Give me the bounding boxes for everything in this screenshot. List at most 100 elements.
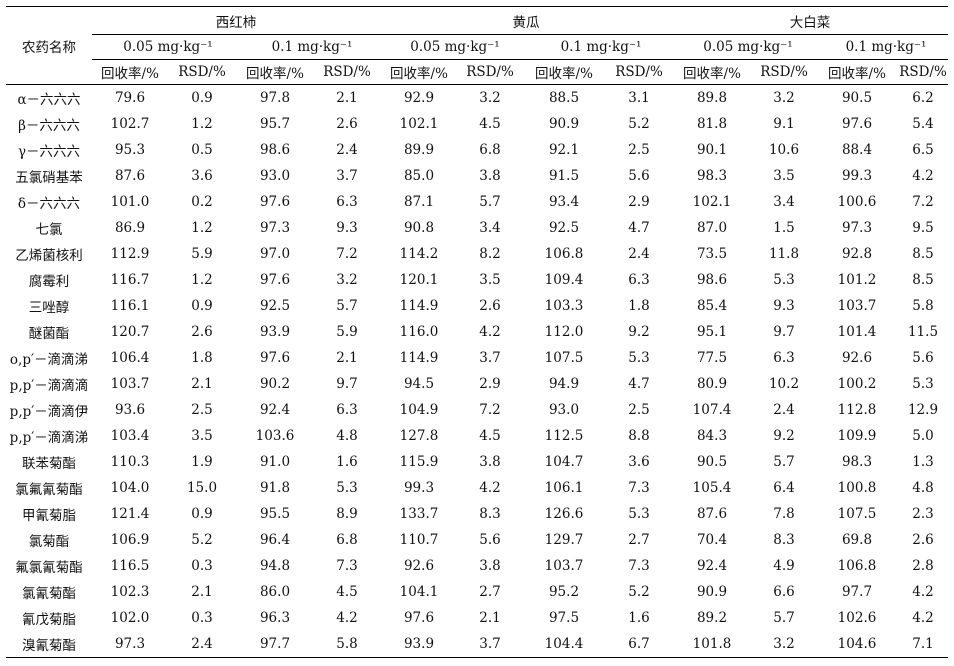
rsd-cell: 5.9 bbox=[336, 324, 358, 340]
rsd-cell: 2.4 bbox=[628, 246, 650, 262]
recovery-cell: 120.7 bbox=[110, 324, 150, 340]
recovery-cell: 92.5 bbox=[259, 298, 291, 314]
pesticide-name-cell: 五氯硝基苯 bbox=[15, 170, 83, 186]
rsd-cell: 2.6 bbox=[912, 532, 934, 548]
rsd-cell: 5.8 bbox=[912, 298, 934, 314]
recovery-cell: 95.3 bbox=[114, 142, 146, 158]
rsd-cell: 4.2 bbox=[912, 168, 934, 184]
rsd-cell: 2.9 bbox=[628, 194, 650, 210]
rsd-cell: 6.2 bbox=[912, 90, 934, 106]
recovery-cell: 99.3 bbox=[841, 168, 873, 184]
recovery-subheader: 回收率/% bbox=[672, 59, 752, 85]
recovery-cell: 97.5 bbox=[548, 610, 580, 626]
table-row: 甲氰菊脂 121.4 0.9 95.5 8.9 133.7 8.3 126.6 5.3 87.6 7… bbox=[6, 501, 948, 527]
recovery-subheader: 回收率/% bbox=[236, 59, 314, 85]
table-row: o,p′－滴滴涕 106.4 1.8 97.6 2.1 114.9 3.7 107.5 5.3 7… bbox=[6, 345, 948, 371]
rsd-subheader: RSD/% bbox=[898, 59, 948, 85]
pesticide-name-cell: 氯氰菊酯 bbox=[22, 586, 76, 602]
rsd-cell: 2.5 bbox=[191, 402, 213, 418]
pesticide-name-cell: 氟氯氰菊酯 bbox=[15, 560, 83, 576]
recovery-cell: 100.8 bbox=[837, 480, 877, 496]
rsd-cell: 12.9 bbox=[907, 402, 939, 418]
rsd-cell: 2.5 bbox=[628, 142, 650, 158]
rsd-cell: 3.1 bbox=[628, 90, 650, 106]
recovery-cell: 115.9 bbox=[399, 454, 439, 470]
rsd-cell: 3.6 bbox=[191, 168, 213, 184]
recovery-cell: 102.3 bbox=[110, 584, 150, 600]
rsd-cell: 2.7 bbox=[479, 584, 501, 600]
crop-header-cabbage: 大白菜 bbox=[672, 6, 948, 35]
pesticide-name-cell: 三唑醇 bbox=[28, 300, 70, 316]
recovery-cell: 104.6 bbox=[816, 631, 898, 658]
rsd-cell: 3.5 bbox=[479, 272, 501, 288]
pesticide-name-cell: γ－六六六 bbox=[17, 144, 81, 160]
recovery-cell: 112.8 bbox=[837, 402, 877, 418]
rsd-cell: 9.3 bbox=[336, 220, 358, 236]
rsd-cell: 3.5 bbox=[191, 428, 213, 444]
pesticide-name-header: 农药名称 bbox=[6, 6, 92, 85]
rsd-cell: 2.1 bbox=[479, 610, 501, 626]
table-row: 五氯硝基苯 87.6 3.6 93.0 3.7 85.0 3.8 91.5 5.6 98.3 3.5… bbox=[6, 163, 948, 189]
recovery-cell: 106.8 bbox=[837, 558, 877, 574]
rsd-cell: 4.7 bbox=[628, 376, 650, 392]
rsd-subheader: RSD/% bbox=[458, 59, 522, 85]
rsd-cell: 0.3 bbox=[191, 558, 213, 574]
recovery-cell: 98.6 bbox=[696, 272, 728, 288]
rsd-cell: 1.8 bbox=[628, 298, 650, 314]
rsd-cell: 5.7 bbox=[773, 454, 795, 470]
rsd-cell: 15.0 bbox=[186, 480, 218, 496]
pesticide-name-cell: 氯氟氰菊酯 bbox=[15, 482, 83, 498]
recovery-cell: 101.4 bbox=[837, 324, 877, 340]
rsd-cell: 9.5 bbox=[912, 220, 934, 236]
rsd-cell: 4.5 bbox=[479, 428, 501, 444]
recovery-cell: 97.6 bbox=[403, 610, 435, 626]
rsd-cell: 2.6 bbox=[479, 298, 501, 314]
table-row: p,p′－滴滴滴 103.7 2.1 90.2 9.7 94.5 2.9 94.9 4.7 80.… bbox=[6, 371, 948, 397]
table-row: 醚菌酯 120.7 2.6 93.9 5.9 116.0 4.2 112.0 9.2 95.1 9.… bbox=[6, 319, 948, 345]
rsd-cell: 6.3 bbox=[336, 194, 358, 210]
recovery-cell: 121.4 bbox=[110, 506, 150, 522]
recovery-cell: 106.4 bbox=[110, 350, 150, 366]
recovery-cell: 99.3 bbox=[403, 480, 435, 496]
level-header: 0.1 mg·kg⁻¹ bbox=[522, 34, 672, 60]
recovery-cell: 90.9 bbox=[548, 116, 580, 132]
rsd-cell: 6.3 bbox=[336, 402, 358, 418]
recovery-cell: 97.3 bbox=[841, 220, 873, 236]
recovery-cell: 116.0 bbox=[399, 324, 439, 340]
rsd-cell: 10.2 bbox=[768, 376, 800, 392]
recovery-cell: 91.5 bbox=[548, 168, 580, 184]
recovery-cell: 101.0 bbox=[110, 194, 150, 210]
recovery-cell: 116.7 bbox=[110, 272, 150, 288]
rsd-cell: 4.2 bbox=[479, 324, 501, 340]
rsd-cell: 4.2 bbox=[336, 610, 358, 626]
recovery-cell: 93.4 bbox=[548, 194, 580, 210]
recovery-cell: 97.8 bbox=[259, 90, 291, 106]
recovery-cell: 109.9 bbox=[837, 428, 877, 444]
rsd-cell: 9.1 bbox=[773, 116, 795, 132]
rsd-cell: 2.3 bbox=[912, 506, 934, 522]
recovery-cell: 97.3 bbox=[92, 631, 168, 658]
recovery-cell: 116.5 bbox=[110, 558, 150, 574]
recovery-cell: 92.8 bbox=[841, 246, 873, 262]
rsd-cell: 5.7 bbox=[479, 194, 501, 210]
rsd-cell: 6.7 bbox=[606, 631, 672, 658]
pesticide-name-cell: 腐霉利 bbox=[28, 274, 70, 290]
rsd-cell: 5.2 bbox=[191, 532, 213, 548]
rsd-cell: 3.2 bbox=[752, 631, 816, 658]
recovery-cell: 92.5 bbox=[548, 220, 580, 236]
table-row: β－六六六 102.7 1.2 95.7 2.6 102.1 4.5 90.9 5.2 81.8 9… bbox=[6, 111, 948, 137]
rsd-cell: 4.5 bbox=[336, 584, 358, 600]
recovery-cell: 107.5 bbox=[837, 506, 877, 522]
recovery-cell: 97.0 bbox=[259, 246, 291, 262]
recovery-cell: 114.2 bbox=[399, 246, 439, 262]
pesticide-name-cell: 联苯菊酯 bbox=[22, 456, 76, 472]
recovery-cell: 129.7 bbox=[544, 532, 584, 548]
recovery-cell: 90.5 bbox=[696, 454, 728, 470]
rsd-cell: 10.6 bbox=[768, 142, 800, 158]
recovery-cell: 98.3 bbox=[841, 454, 873, 470]
rsd-cell: 8.3 bbox=[773, 532, 795, 548]
rsd-cell: 2.4 bbox=[336, 142, 358, 158]
rsd-cell: 3.8 bbox=[479, 454, 501, 470]
recovery-cell: 133.7 bbox=[399, 506, 439, 522]
recovery-cell: 98.6 bbox=[259, 142, 291, 158]
